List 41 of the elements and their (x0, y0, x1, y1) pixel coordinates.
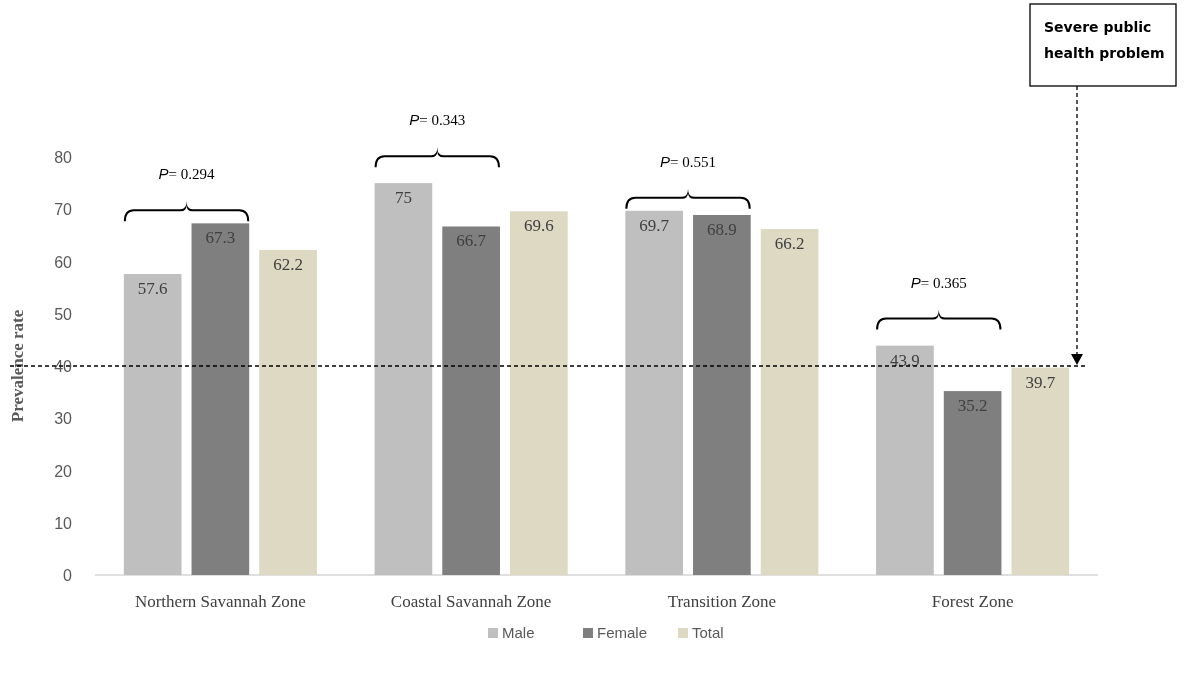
data-label: 66.2 (774, 234, 805, 254)
legend-label: Female (597, 624, 648, 641)
x-tick-label: Transition Zone (667, 592, 777, 611)
bar (693, 215, 751, 575)
data-label: 57.6 (137, 279, 168, 299)
data-label: 66.7 (456, 231, 487, 251)
y-tick-label: 20 (54, 462, 73, 480)
bar (1011, 367, 1070, 575)
y-tick-label: 0 (63, 567, 73, 584)
data-label: 39.7 (1025, 372, 1056, 392)
text: Severe public health problem (1043, 18, 1166, 63)
y-tick-label: 80 (54, 149, 73, 166)
data-label: 43.9 (890, 350, 920, 370)
data-label: 69.6 (523, 216, 554, 236)
data-label: 67.3 (205, 228, 236, 248)
bar (442, 226, 500, 575)
y-tick-label: 70 (54, 201, 73, 219)
bar (943, 391, 1002, 575)
y-tick-label: 60 (54, 253, 73, 271)
x-tick-label: Forest Zone (931, 592, 1014, 611)
data-label: 68.9 (707, 220, 737, 239)
y-tick-label: 10 (54, 514, 73, 532)
bar (760, 229, 819, 575)
data-label: 35.2 (957, 396, 988, 416)
bar (509, 211, 568, 575)
legend-label: Total (692, 624, 724, 641)
annotation: P= 0.294 (158, 165, 216, 183)
y-axis-title: Prevalence rate (8, 309, 27, 423)
text: P= 0.343 (409, 111, 466, 129)
bar (259, 250, 317, 575)
annotation: P= 0.551 (660, 152, 717, 170)
y-tick-label: 30 (54, 410, 73, 428)
annotation: P= 0.365 (910, 273, 967, 291)
data-label: 62.2 (273, 255, 303, 275)
data-label: 75 (394, 188, 412, 208)
legend-label: Male (502, 624, 535, 641)
data-label: 69.7 (639, 215, 670, 235)
x-tick-label: Coastal Savannah Zone (390, 592, 552, 611)
y-tick-label: 40 (54, 358, 73, 375)
x-tick-label: Northern Savannah Zone (134, 592, 306, 611)
y-tick-label: 50 (54, 305, 73, 323)
